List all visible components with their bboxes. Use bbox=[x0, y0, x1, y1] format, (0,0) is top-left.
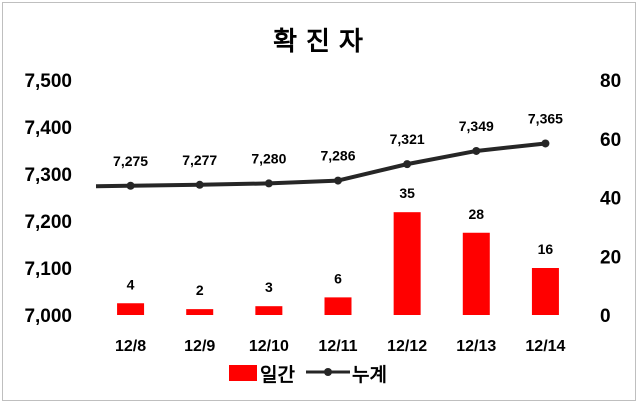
category-label: 12/8 bbox=[115, 338, 146, 355]
cumulative-label: 7,349 bbox=[459, 118, 494, 134]
left-tick-label: 7,400 bbox=[24, 118, 72, 139]
cumulative-label: 7,280 bbox=[251, 150, 286, 166]
daily-bar-label: 6 bbox=[334, 270, 342, 286]
daily-bar-label: 3 bbox=[265, 279, 273, 295]
line-labels: 7,275 7,277 7,280 7,286 7,321 7,349 7,365 bbox=[113, 110, 563, 168]
daily-bar bbox=[255, 306, 283, 315]
cumulative-marker bbox=[541, 139, 550, 148]
legend-line-marker bbox=[324, 368, 332, 376]
daily-bar bbox=[117, 303, 145, 315]
chart-title: 확 진 자 bbox=[273, 27, 363, 57]
category-label: 12/10 bbox=[249, 338, 289, 355]
legend: 일간 누계 bbox=[229, 364, 387, 386]
left-tick-label: 7,200 bbox=[24, 212, 72, 233]
cumulative-label: 7,321 bbox=[390, 131, 425, 147]
daily-bar-label: 28 bbox=[468, 206, 484, 222]
legend-bar-swatch bbox=[229, 365, 257, 381]
left-tick-label: 7,300 bbox=[24, 165, 72, 186]
right-axis: 0 20 40 60 80 bbox=[600, 71, 621, 327]
daily-bar-label: 4 bbox=[127, 276, 135, 292]
cumulative-marker bbox=[126, 181, 135, 190]
cumulative-marker bbox=[195, 180, 204, 189]
daily-bar bbox=[531, 268, 559, 315]
left-tick-label: 7,000 bbox=[24, 306, 72, 327]
category-label: 12/11 bbox=[318, 338, 357, 355]
left-tick-label: 7,100 bbox=[24, 259, 72, 280]
daily-bar-label: 35 bbox=[399, 185, 415, 201]
daily-bar-label: 16 bbox=[538, 241, 554, 257]
right-tick-label: 40 bbox=[600, 189, 621, 210]
cumulative-label: 7,365 bbox=[528, 110, 563, 126]
daily-bar bbox=[393, 212, 421, 315]
category-label: 12/12 bbox=[387, 338, 427, 355]
cumulative-label: 7,275 bbox=[113, 153, 148, 169]
daily-bar bbox=[462, 232, 490, 315]
daily-bar bbox=[186, 309, 214, 315]
cumulative-label: 7,277 bbox=[182, 152, 217, 168]
chart-frame bbox=[2, 2, 636, 401]
line-series bbox=[95, 139, 550, 190]
cumulative-marker bbox=[403, 160, 412, 169]
cumulative-marker bbox=[334, 176, 342, 185]
right-tick-label: 60 bbox=[600, 130, 621, 151]
category-label: 12/13 bbox=[456, 338, 496, 355]
category-label: 12/9 bbox=[184, 338, 215, 355]
daily-bar-label: 2 bbox=[196, 282, 204, 298]
bar-labels: 4 2 3 6 35 28 16 bbox=[127, 185, 554, 298]
cumulative-line bbox=[95, 141, 546, 189]
category-axis: 12/8 12/9 12/10 12/11 12/12 12/13 12/14 bbox=[115, 338, 566, 355]
daily-bar bbox=[324, 297, 352, 315]
legend-cumulative-label: 누계 bbox=[352, 364, 387, 386]
right-tick-label: 0 bbox=[600, 306, 611, 327]
bar-series bbox=[117, 212, 559, 315]
legend-daily-label: 일간 bbox=[260, 364, 295, 386]
category-label: 12/14 bbox=[525, 338, 565, 355]
right-tick-label: 80 bbox=[600, 71, 621, 92]
cumulative-label: 7,286 bbox=[320, 148, 355, 164]
left-axis: 7,000 7,100 7,200 7,300 7,400 7,500 bbox=[24, 71, 72, 327]
cumulative-marker bbox=[472, 146, 481, 155]
right-tick-label: 20 bbox=[600, 247, 621, 268]
left-tick-label: 7,500 bbox=[24, 71, 72, 92]
cumulative-marker bbox=[264, 179, 273, 188]
